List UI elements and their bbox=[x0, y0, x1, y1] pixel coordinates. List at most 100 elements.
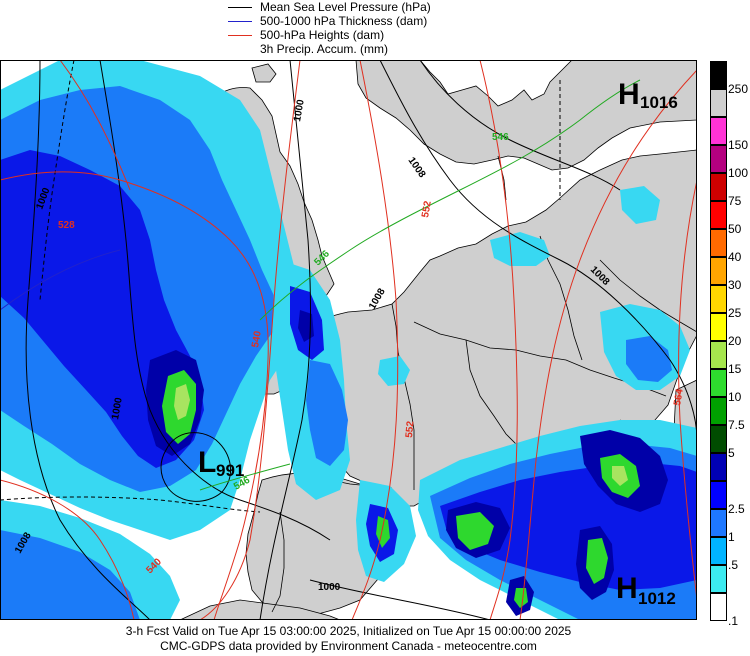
colorbar-label: 2.5 bbox=[728, 502, 745, 516]
thickness-contours bbox=[0, 249, 121, 311]
isobar-low-center bbox=[160, 432, 232, 502]
legend-item-mslp: Mean Sea Level Pressure (hPa) bbox=[228, 0, 528, 14]
height-contour-540-sw bbox=[0, 479, 135, 620]
isobar-1000-west bbox=[25, 60, 151, 620]
high-symbol-north: H bbox=[618, 78, 640, 111]
precip-area-north-germany bbox=[490, 232, 550, 266]
colorbar-swatch bbox=[710, 537, 727, 565]
high-center-north: H 1016 bbox=[618, 78, 678, 112]
colorbar-swatch bbox=[710, 453, 727, 481]
height-label-552-a: 552 bbox=[420, 200, 434, 219]
mslp-label-1000-c: 1000 bbox=[292, 98, 307, 122]
colorbar-swatch bbox=[710, 145, 727, 173]
colorbar-swatch bbox=[710, 481, 727, 509]
colorbar-label: 50 bbox=[728, 222, 742, 236]
mslp-label-1000-b: 1000 bbox=[110, 396, 125, 420]
isobar-1000-south bbox=[309, 579, 491, 620]
colorbar-swatch bbox=[710, 229, 727, 257]
colorbar-label: 30 bbox=[728, 278, 742, 292]
colorbar-swatch bbox=[710, 61, 727, 89]
colorbar-swatch bbox=[710, 565, 727, 593]
low-value-biscay: 991 bbox=[216, 461, 244, 480]
colorbar-label: 40 bbox=[728, 250, 742, 264]
colorbar-label: .1 bbox=[728, 614, 739, 628]
precip-green-tyrrhenian bbox=[586, 538, 608, 584]
height-contour-552 bbox=[351, 60, 399, 620]
colorbar-swatch bbox=[710, 369, 727, 397]
colorbar-swatch bbox=[710, 593, 727, 621]
pressure-centers: H 1016 L 991 H 1012 bbox=[198, 78, 678, 608]
border-poland-east bbox=[599, 259, 697, 333]
colorbar-swatch bbox=[710, 341, 727, 369]
height-label-528: 528 bbox=[58, 220, 75, 231]
height-contour-540 bbox=[199, 60, 301, 620]
border-denmark bbox=[497, 155, 507, 201]
precip-green-gulf-lion bbox=[456, 512, 494, 550]
colorbar-swatch bbox=[710, 117, 727, 145]
legend-item-thickness: 500-1000 hPa Thickness (dam) bbox=[228, 14, 528, 28]
precip-area-central-france bbox=[378, 356, 410, 386]
precip-green-balearic bbox=[514, 588, 528, 608]
low-center-biscay: L 991 bbox=[198, 446, 244, 480]
legend-label-precip: 3h Precip. Accum. (mm) bbox=[260, 42, 389, 56]
legend-label-heights: 500-hPa Heights (dam) bbox=[260, 28, 385, 42]
colorbar-label: 150 bbox=[728, 138, 749, 152]
forecast-valid-text: 3-h Fcst Valid on Tue Apr 15 03:00:00 20… bbox=[125, 624, 572, 638]
colorbar-label: 10 bbox=[728, 390, 742, 404]
colorbar-swatch bbox=[710, 397, 727, 425]
colorbar-swatch bbox=[710, 285, 727, 313]
colorbar-label: 1 bbox=[728, 530, 735, 544]
isobar-1016-north bbox=[419, 60, 621, 191]
height-contour-564 bbox=[519, 69, 697, 620]
colorbar-label: 250 bbox=[728, 82, 749, 96]
colorbar-label: 5 bbox=[728, 446, 735, 460]
precip-colorbar: 250 150 100 75 50 40 30 25 20 15 10 7.5 5 2.5 1 .5 .1 bbox=[710, 61, 750, 627]
colorbar-label: 100 bbox=[728, 166, 749, 180]
legend-label-mslp: Mean Sea Level Pressure (hPa) bbox=[260, 0, 431, 14]
isobar-dashed-trough bbox=[0, 496, 261, 513]
colorbar-label: 25 bbox=[728, 306, 742, 320]
isobar-dashed-north bbox=[39, 60, 75, 301]
legend-label-thickness: 500-1000 hPa Thickness (dam) bbox=[260, 14, 428, 28]
high-center-south: H 1012 bbox=[616, 572, 676, 608]
land-iceland-faroe bbox=[251, 63, 277, 83]
colorbar-swatch bbox=[710, 89, 727, 117]
precip-area-baltic bbox=[620, 186, 660, 224]
colorbar-label: 20 bbox=[728, 334, 742, 348]
colorbar-swatch bbox=[710, 201, 727, 229]
legend-swatch-mslp bbox=[228, 7, 252, 8]
colorbar-swatch bbox=[710, 313, 727, 341]
colorbar-label: 75 bbox=[728, 194, 742, 208]
high-value-south: 1012 bbox=[638, 589, 676, 608]
weather-map: 1000 1008 1000 1000 1008 1008 1000 1008 … bbox=[0, 60, 697, 620]
border-spain-portugal bbox=[271, 511, 285, 613]
isobar-1000-low-ring bbox=[99, 60, 331, 541]
legend-item-heights: 500-hPa Heights (dam) bbox=[228, 28, 528, 42]
thickness-label-546-a: 546 bbox=[492, 132, 509, 143]
mslp-label-1000-d: 1000 bbox=[318, 582, 341, 593]
thickness-contours-546 bbox=[199, 79, 641, 491]
legend-swatch-heights bbox=[228, 35, 252, 36]
mslp-isobars bbox=[0, 60, 697, 620]
colorbar-label: 15 bbox=[728, 362, 742, 376]
legend-item-precip: 3h Precip. Accum. (mm) bbox=[228, 42, 528, 56]
isobar-1008-east bbox=[379, 60, 697, 441]
colorbar-label: 7.5 bbox=[728, 418, 745, 432]
thickness-contour-546 bbox=[259, 79, 641, 321]
height-contour-576 bbox=[678, 179, 697, 601]
border-france-germany bbox=[391, 303, 415, 490]
precip-area-southwest-mid bbox=[0, 530, 140, 620]
height-contour-528 bbox=[0, 171, 269, 620]
colorbar-swatch bbox=[710, 509, 727, 537]
precip-lightgreen-adriatic bbox=[612, 466, 628, 486]
thickness-contour-528 bbox=[0, 249, 121, 311]
footer: 3-h Fcst Valid on Tue Apr 15 03:00:00 20… bbox=[0, 624, 697, 654]
height-label-552-b: 552 bbox=[404, 420, 416, 438]
height-contour-560 bbox=[479, 60, 518, 620]
data-credit-text: CMC-GDPS data provided by Environment Ca… bbox=[160, 639, 537, 653]
precip-area-france-mid bbox=[306, 360, 348, 466]
colorbar-label: .5 bbox=[728, 558, 739, 572]
height-label-540-a: 540 bbox=[250, 330, 264, 349]
height-contours bbox=[0, 60, 697, 620]
height-label-564: 564 bbox=[672, 388, 686, 407]
